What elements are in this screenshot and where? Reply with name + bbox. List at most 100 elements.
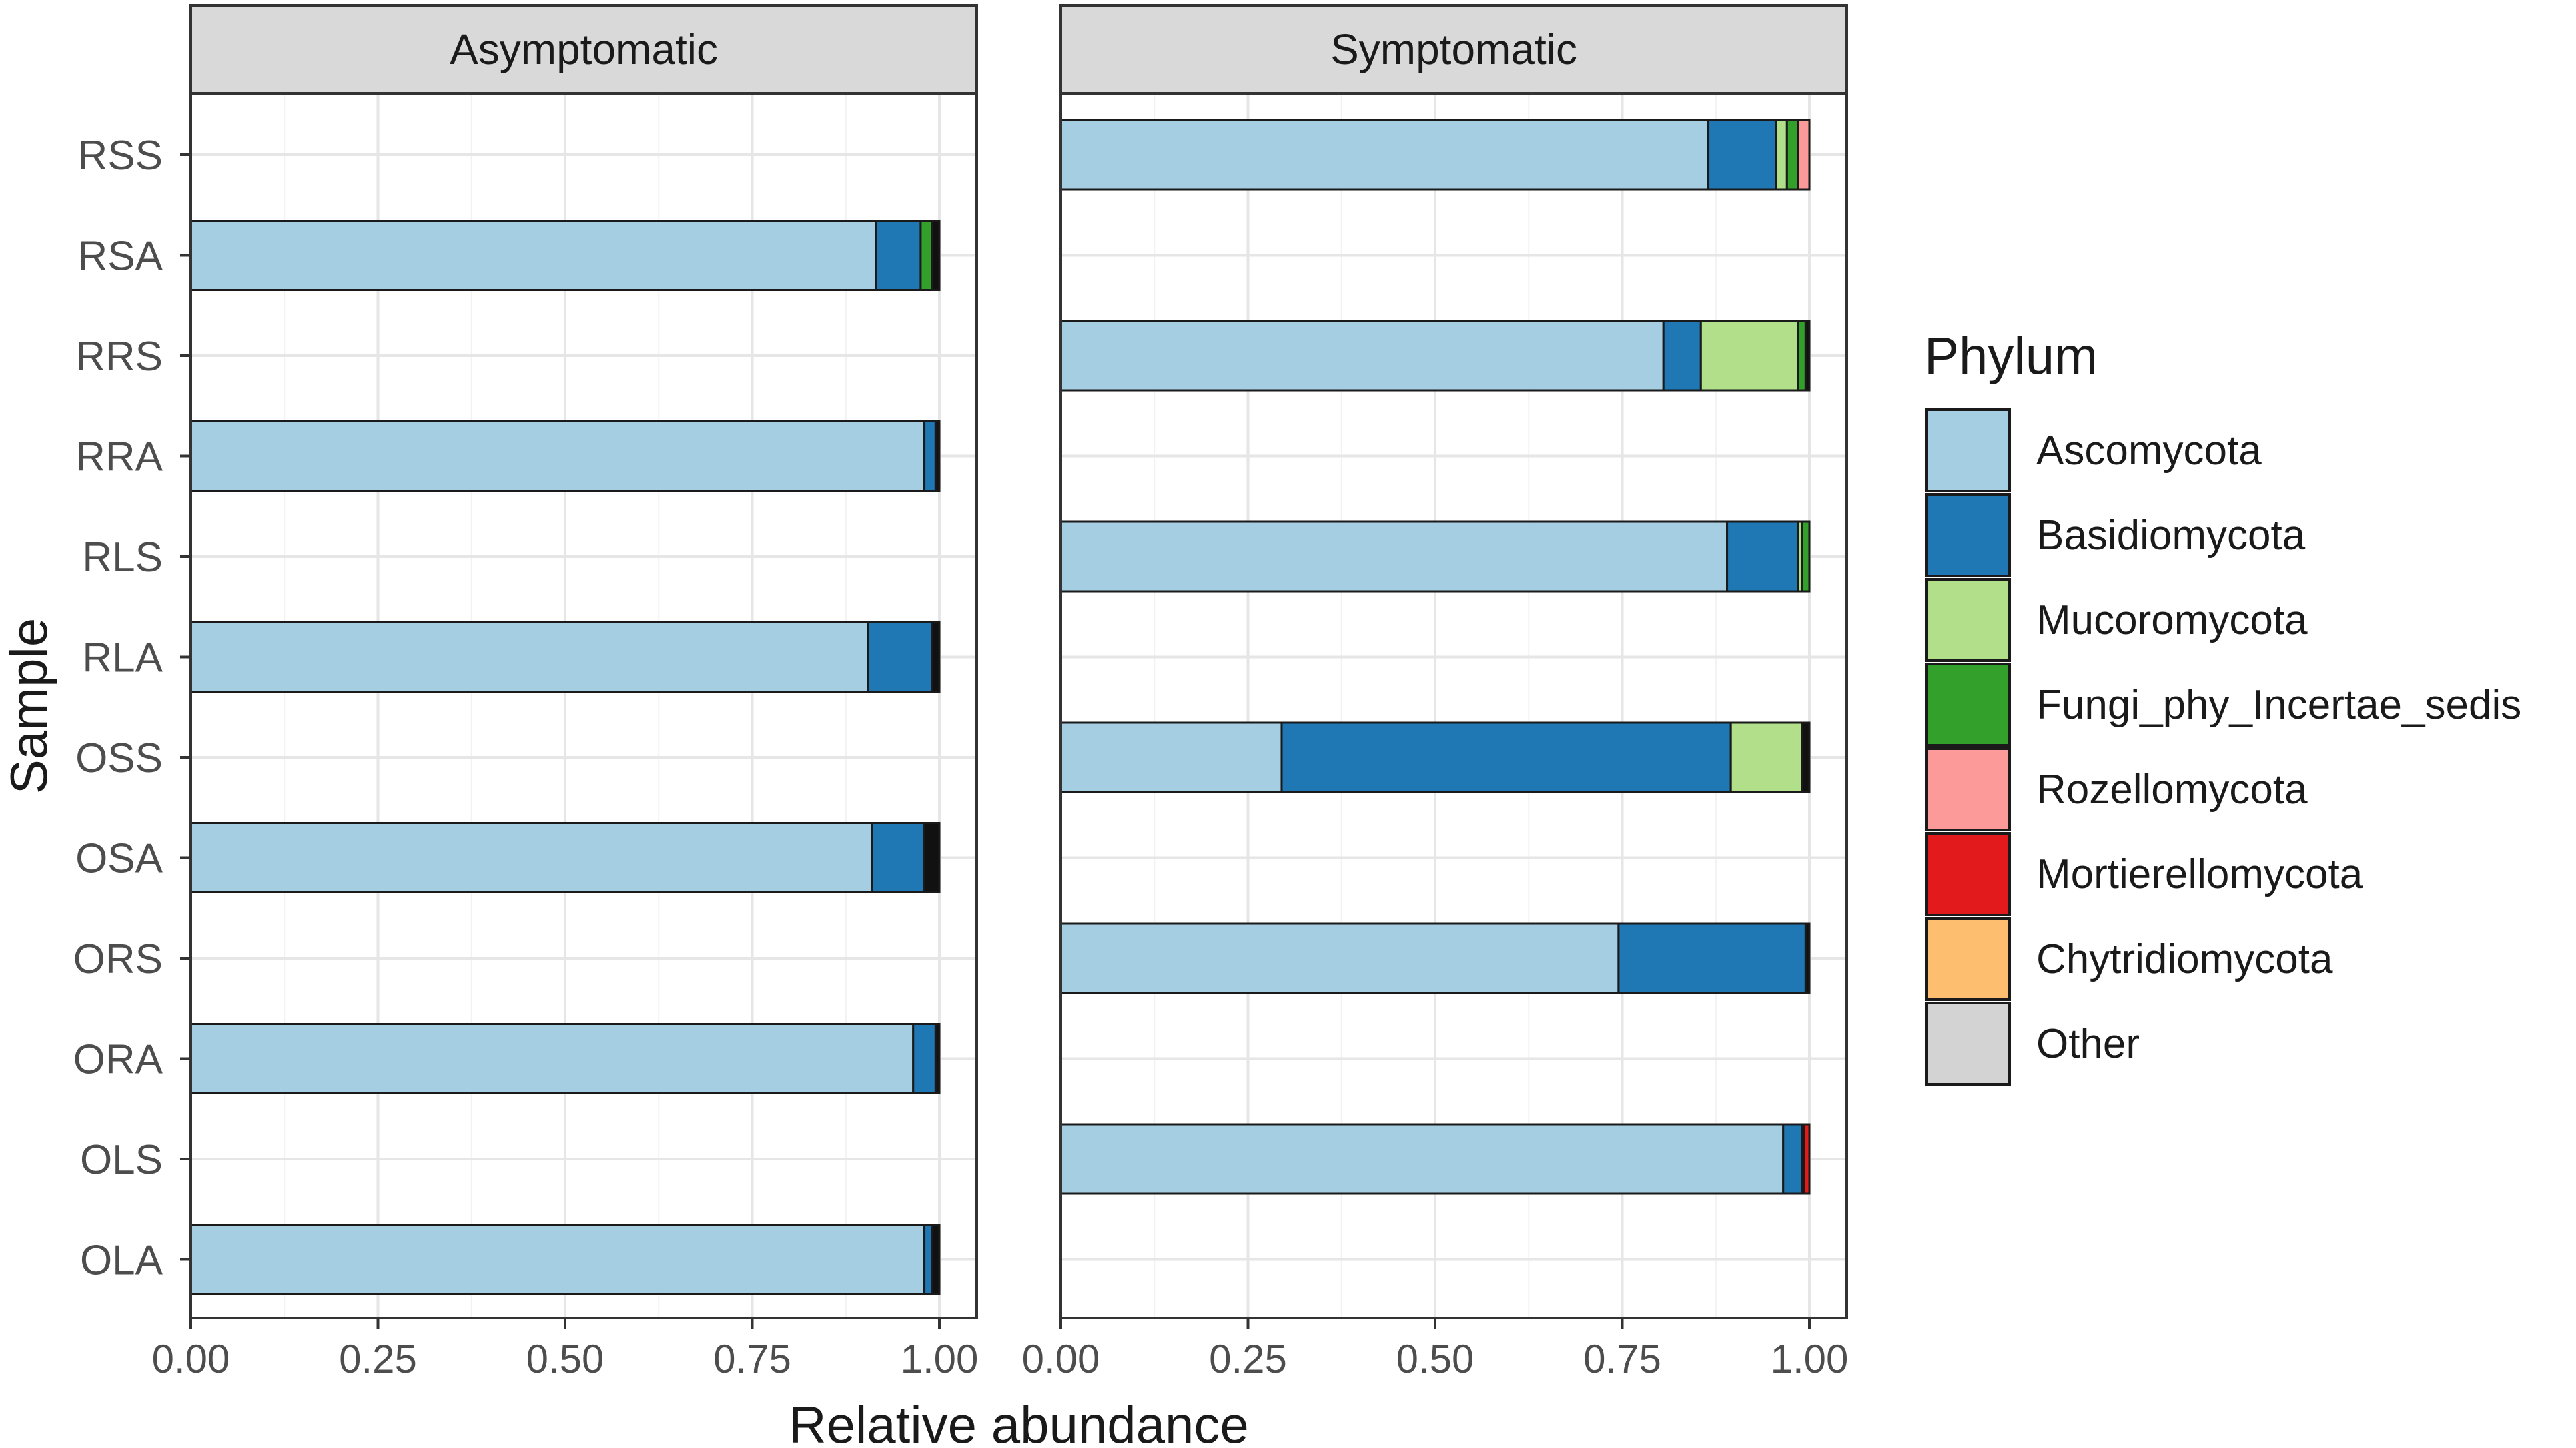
- bar-segment: [1804, 320, 1811, 392]
- strip-title-symptomatic: Symptomatic: [1330, 25, 1577, 73]
- bar-segment: [867, 621, 933, 693]
- legend-swatch: [1925, 1002, 2011, 1086]
- legend-swatch: [1925, 747, 2011, 831]
- x-tick-label: 0.25: [1209, 1337, 1287, 1381]
- bar-segment: [931, 621, 941, 693]
- bar-segment: [934, 420, 941, 492]
- x-tick-label: 0.00: [152, 1337, 230, 1381]
- panel-border: [1059, 92, 1848, 1319]
- bar-segment: [1797, 119, 1811, 191]
- bar-segment: [1707, 119, 1777, 191]
- bar-segment: [1617, 922, 1807, 994]
- bar-segment: [1662, 320, 1702, 392]
- y-tick-label: OSS: [75, 735, 163, 781]
- bar-segment: [1775, 119, 1788, 191]
- legend-swatch: [1925, 663, 2011, 747]
- y-tick-label: OLA: [80, 1238, 163, 1284]
- legend-label: Other: [2036, 1021, 2140, 1067]
- x-tick-label: 0.50: [526, 1337, 604, 1381]
- bar-segment: [1782, 1123, 1803, 1195]
- bar-segment: [923, 822, 941, 893]
- bar-segment: [189, 220, 877, 291]
- x-tick-label: 0.00: [1022, 1337, 1100, 1381]
- legend-swatch: [1925, 917, 2011, 1001]
- y-tick-label: ORS: [73, 936, 163, 982]
- x-tick-label: 0.75: [713, 1337, 791, 1381]
- x-tick-label: 0.25: [339, 1337, 417, 1381]
- bar-segment: [1804, 922, 1811, 994]
- bar-segment: [1059, 320, 1665, 392]
- bar-segment: [1699, 320, 1799, 392]
- legend-label: Basidiomycota: [2036, 512, 2306, 559]
- y-tick-label: RSA: [78, 234, 163, 280]
- strip-background: [189, 4, 978, 95]
- bar-segment: [1729, 721, 1803, 793]
- bar-segment: [1801, 721, 1811, 793]
- bar-ora: [189, 1023, 941, 1094]
- x-tick-label: 1.00: [901, 1337, 979, 1381]
- bar-ola: [189, 1224, 941, 1295]
- bar-segment: [189, 621, 869, 693]
- bar-segment: [931, 1224, 941, 1295]
- legend-label: Mortierellomycota: [2036, 851, 2363, 897]
- bar-segment: [1801, 520, 1811, 593]
- bar-segment: [1059, 119, 1710, 191]
- y-tick-label: RSS: [78, 133, 163, 179]
- legend-label: Chytridiomycota: [2036, 936, 2333, 982]
- bar-segment: [1785, 119, 1799, 191]
- x-axis-title: Relative abundance: [789, 1395, 1249, 1448]
- y-tick-label: RLA: [82, 635, 163, 681]
- bar-segment: [1280, 721, 1732, 793]
- bar-segment: [931, 220, 941, 291]
- y-tick-label: ORA: [73, 1037, 163, 1083]
- panel-symptomatic: [1059, 4, 1848, 1319]
- bar-segment: [1059, 1123, 1785, 1195]
- y-tick-label: OLS: [80, 1137, 163, 1183]
- bar-segment: [1803, 1123, 1811, 1195]
- y-tick-label: RRA: [75, 434, 163, 480]
- bar-ors: [1059, 922, 1811, 994]
- x-tick-label: 1.00: [1771, 1337, 1849, 1381]
- bar-segment: [912, 1023, 937, 1094]
- legend-swatch: [1925, 493, 2011, 577]
- bar-segment: [1059, 520, 1729, 593]
- x-axis-tick-labels: 0.00 0.25 0.50 0.75 1.00 0.00 0.25 0.50 0.75 1.00: [152, 1318, 1849, 1381]
- x-tick-label: 0.75: [1583, 1337, 1661, 1381]
- bar-rla: [189, 621, 941, 693]
- legend-label: Ascomycota: [2036, 428, 2262, 474]
- bar-segment: [871, 822, 926, 893]
- strip-background: [1059, 4, 1848, 95]
- bar-segment: [875, 220, 922, 291]
- legend-swatch: [1925, 578, 2011, 662]
- strip-title-asymptomatic: Asymptomatic: [450, 25, 718, 73]
- bar-oss: [1059, 721, 1811, 793]
- y-tick-label: OSA: [75, 836, 163, 882]
- bar-segment: [934, 1023, 941, 1094]
- bar-ols: [1059, 1123, 1811, 1195]
- bar-segment: [189, 1224, 926, 1295]
- legend-label: Mucoromycota: [2036, 597, 2308, 643]
- bar-segment: [1797, 320, 1807, 392]
- bar-segment: [923, 420, 937, 492]
- bar-rls: [1059, 520, 1811, 593]
- legend-label: Fungi_phy_Incertae_sedis: [2036, 682, 2521, 728]
- y-tick-label: RRS: [75, 334, 163, 380]
- y-axis-tick-labels: RSS RSA RRS RRA RLS RLA OSS OSA ORS ORA OLS OLA: [73, 133, 191, 1284]
- panel-border: [189, 92, 978, 1319]
- legend-label: Rozellomycota: [2036, 767, 2308, 813]
- bar-rsa: [189, 220, 941, 291]
- panel-asymptomatic: [189, 4, 978, 1319]
- bar-segment: [919, 220, 933, 291]
- bar-osa: [189, 822, 941, 893]
- bar-segment: [189, 822, 873, 893]
- bar-segment: [1059, 922, 1620, 994]
- legend: Phylum Ascomycota Basidiomycota Mucoromyco…: [1924, 326, 2521, 1086]
- y-tick-label: RLS: [82, 534, 163, 581]
- x-tick-label: 0.50: [1396, 1337, 1474, 1381]
- y-axis-title: Sample: [0, 618, 58, 794]
- bar-segment: [189, 420, 926, 492]
- bar-segment: [1059, 721, 1283, 793]
- legend-swatch: [1925, 408, 2011, 492]
- bar-segment: [1726, 520, 1799, 593]
- bar-rss: [1059, 119, 1811, 191]
